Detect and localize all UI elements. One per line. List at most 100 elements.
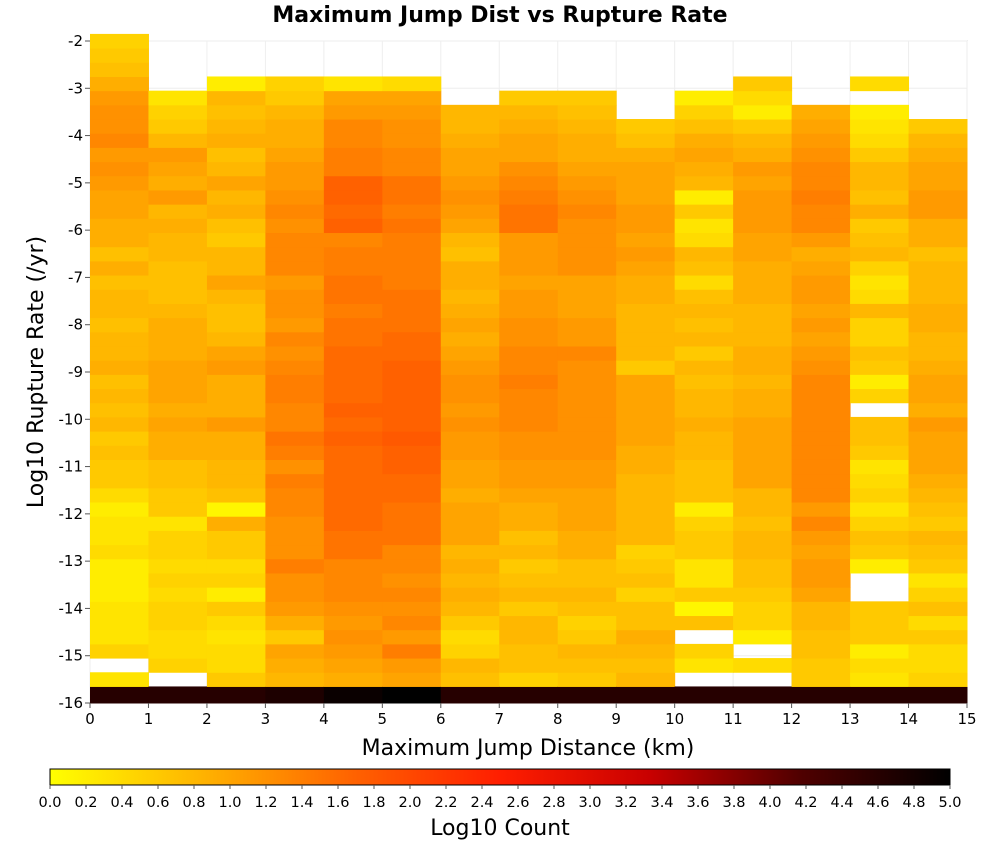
- heatmap-cell: [323, 473, 383, 489]
- colorbar-tick-label: 1.4: [290, 795, 313, 811]
- heatmap-cell: [791, 473, 851, 489]
- heatmap-cell: [908, 658, 968, 673]
- heatmap-cell: [850, 275, 910, 290]
- heatmap-cell: [499, 686, 559, 704]
- chart-title: Maximum Jump Dist vs Rupture Rate: [272, 3, 727, 28]
- heatmap-cell: [323, 175, 383, 191]
- heatmap-cell: [557, 487, 617, 503]
- heatmap-cell: [90, 643, 149, 659]
- heatmap-cell: [733, 147, 793, 163]
- heatmap-cell: [382, 218, 442, 234]
- heatmap-cell: [440, 345, 500, 361]
- heatmap-cell: [323, 388, 383, 404]
- heatmap-cell: [733, 516, 793, 531]
- heatmap-cell: [265, 658, 325, 673]
- heatmap-cell: [616, 544, 676, 560]
- heatmap-cell: [148, 544, 208, 560]
- y-tick-label: -7: [68, 268, 83, 286]
- heatmap-cell: [616, 246, 676, 262]
- heatmap-cell: [206, 204, 266, 219]
- heatmap-cell: [440, 686, 500, 704]
- heatmap-cell: [148, 218, 208, 234]
- x-tick-label: 3: [261, 710, 271, 728]
- heatmap-cell: [850, 331, 910, 347]
- heatmap-cell: [733, 360, 793, 375]
- heatmap-cell: [90, 175, 149, 191]
- heatmap-cell: [850, 459, 910, 475]
- heatmap-cell: [616, 360, 676, 375]
- heatmap-cell: [557, 601, 617, 617]
- x-tick-label: 2: [202, 710, 212, 728]
- heatmap-cell: [499, 275, 559, 290]
- heatmap-cell: [440, 445, 500, 460]
- heatmap-cell: [440, 374, 500, 390]
- heatmap-cell: [674, 331, 734, 347]
- heatmap-cell: [674, 572, 734, 588]
- heatmap-cell: [323, 672, 383, 687]
- heatmap-cell: [499, 104, 559, 120]
- heatmap-cell: [148, 374, 208, 390]
- heatmap-cell: [616, 459, 676, 475]
- heatmap-cell: [674, 388, 734, 404]
- heatmap-cell: [499, 416, 559, 432]
- heatmap-cell: [674, 374, 734, 390]
- heatmap-cell: [265, 133, 325, 148]
- heatmap-cell: [791, 459, 851, 475]
- heatmap-cell: [323, 459, 383, 475]
- heatmap-cell: [90, 289, 149, 304]
- heatmap-cell: [206, 615, 266, 631]
- heatmap-cell: [908, 275, 968, 290]
- heatmap-cell: [616, 643, 676, 659]
- heatmap-cell: [499, 289, 559, 304]
- heatmap-cell: [616, 487, 676, 503]
- heatmap-cell: [90, 246, 149, 262]
- heatmap-cell: [616, 119, 676, 134]
- heatmap-cell: [557, 374, 617, 390]
- heatmap-cell: [148, 275, 208, 290]
- heatmap-cell: [206, 658, 266, 673]
- heatmap-cell: [557, 317, 617, 333]
- colorbar-tick-label: 2.4: [470, 795, 493, 811]
- heatmap-cell: [382, 147, 442, 163]
- colorbar-tick-label: 0.8: [182, 795, 205, 811]
- heatmap-cell: [440, 530, 500, 546]
- heatmap-cell: [148, 615, 208, 631]
- heatmap-cell: [206, 672, 266, 687]
- heatmap-cell: [674, 232, 734, 248]
- heatmap-cell: [206, 459, 266, 475]
- heatmap-cell: [265, 275, 325, 290]
- heatmap-cell: [674, 303, 734, 319]
- heatmap-cell: [440, 246, 500, 262]
- heatmap-cell: [90, 218, 149, 234]
- heatmap-cell: [850, 388, 910, 404]
- heatmap-cell: [265, 672, 325, 687]
- heatmap-cell: [323, 289, 383, 304]
- heatmap-cell: [791, 104, 851, 120]
- y-tick-label: -2: [68, 32, 83, 50]
- heatmap-cell: [323, 260, 383, 276]
- heatmap-cell: [674, 175, 734, 191]
- heatmap-cell: [148, 402, 208, 418]
- heatmap-cell: [499, 246, 559, 262]
- heatmap-cell: [440, 558, 500, 574]
- heatmap-cell: [908, 629, 968, 645]
- heatmap-cell: [265, 643, 325, 659]
- heatmap-cell: [148, 345, 208, 361]
- heatmap-cell: [265, 558, 325, 574]
- heatmap-cell: [382, 246, 442, 262]
- heatmap-cell: [90, 317, 149, 333]
- heatmap-cell: [850, 431, 910, 446]
- heatmap-cell: [557, 360, 617, 375]
- heatmap-cell: [499, 658, 559, 673]
- heatmap-cell: [382, 686, 442, 704]
- heatmap-cell: [323, 104, 383, 120]
- heatmap-cell: [90, 416, 149, 432]
- heatmap-cell: [850, 544, 910, 560]
- heatmap-cell: [382, 345, 442, 361]
- heatmap-cell: [733, 587, 793, 602]
- heatmap-cell: [616, 345, 676, 361]
- heatmap-cell: [148, 303, 208, 319]
- heatmap-cell: [440, 303, 500, 319]
- heatmap-cell: [733, 161, 793, 177]
- heatmap-cell: [382, 331, 442, 347]
